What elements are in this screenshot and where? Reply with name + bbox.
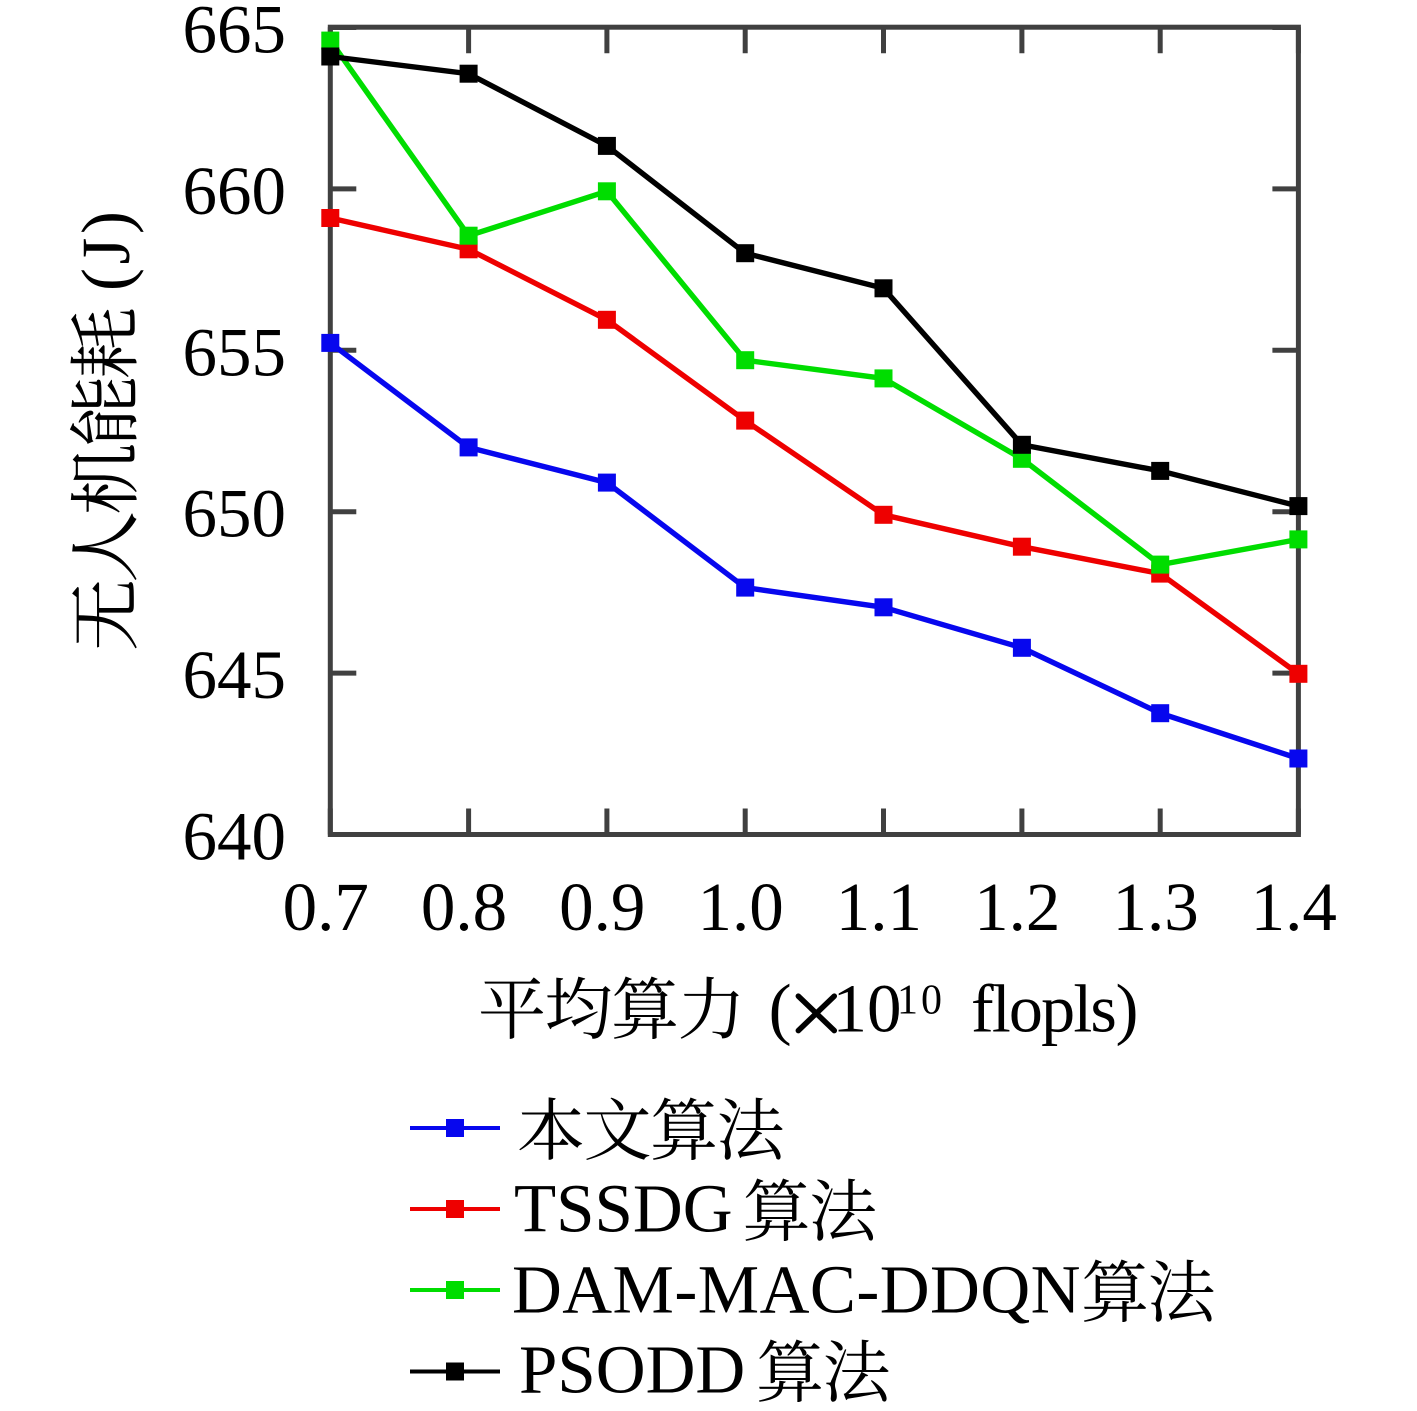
svg-text:1.1: 1.1 [836, 869, 922, 945]
svg-text:): ) [1116, 971, 1139, 1047]
svg-text:645: 645 [183, 637, 287, 713]
svg-text:PSODD: PSODD [519, 1332, 745, 1407]
svg-text:1.3: 1.3 [1112, 869, 1198, 945]
svg-text:0.7: 0.7 [283, 869, 369, 945]
svg-text:665: 665 [183, 0, 287, 68]
svg-text:1.0: 1.0 [697, 869, 783, 945]
svg-text:10: 10 [897, 977, 945, 1023]
svg-text:(: ( [769, 971, 792, 1047]
svg-text:0.9: 0.9 [559, 869, 645, 945]
svg-text:660: 660 [183, 153, 287, 229]
svg-text:655: 655 [183, 314, 287, 390]
svg-text:1.2: 1.2 [974, 869, 1060, 945]
svg-text:640: 640 [183, 799, 287, 875]
svg-text:DAM-MAC-DDQN: DAM-MAC-DDQN [512, 1252, 1081, 1328]
svg-text:(J): (J) [68, 208, 144, 291]
svg-text:10: 10 [833, 971, 902, 1047]
svg-text:flopls: flopls [971, 971, 1115, 1047]
svg-text:650: 650 [183, 476, 287, 552]
svg-text:0.8: 0.8 [421, 869, 507, 945]
svg-text:1.4: 1.4 [1251, 869, 1337, 945]
svg-text:TSSDG: TSSDG [514, 1171, 733, 1247]
